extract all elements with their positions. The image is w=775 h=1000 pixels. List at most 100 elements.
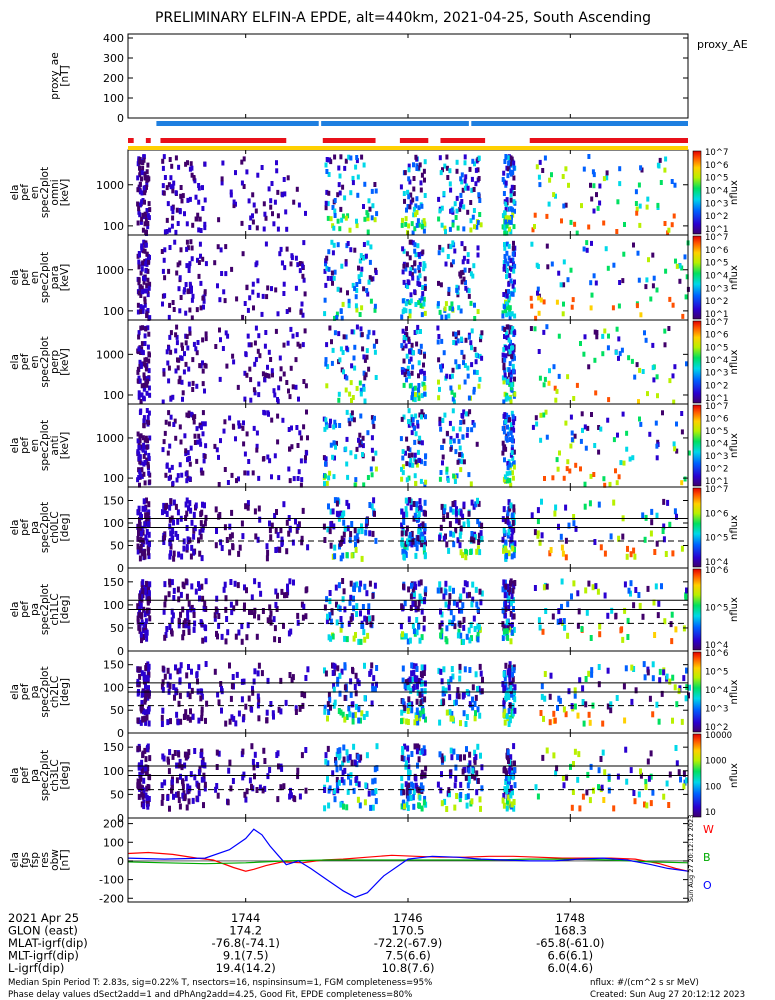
heatmap-cell	[505, 798, 509, 805]
heatmap-cell	[178, 209, 182, 215]
heatmap-cell	[472, 187, 476, 192]
heatmap-cell	[470, 187, 474, 193]
heatmap-cell	[590, 240, 593, 246]
heatmap-cell	[616, 432, 619, 438]
heatmap-cell	[146, 596, 150, 603]
y-axis-label-line: pef	[19, 519, 31, 536]
heatmap-cell	[169, 184, 173, 190]
heatmap-cell	[214, 344, 218, 349]
heatmap-cell	[336, 665, 340, 672]
heatmap-cell	[421, 224, 424, 229]
heatmap-cell	[343, 195, 347, 201]
heatmap-cell	[201, 381, 205, 387]
heatmap-cell	[166, 756, 170, 763]
heatmap-cell	[176, 586, 180, 593]
heatmap-cell	[300, 301, 304, 307]
heatmap-cell	[450, 301, 454, 307]
heatmap-cell	[179, 193, 183, 199]
heatmap-cell	[168, 227, 172, 233]
heatmap-cell	[371, 530, 375, 537]
heatmap-cell	[361, 443, 365, 449]
y-tick-label: 400	[103, 32, 124, 45]
heatmap-cell	[199, 228, 203, 233]
heatmap-cell	[658, 677, 662, 684]
heatmap-cell	[512, 461, 515, 467]
heatmap-cell	[474, 586, 478, 593]
x-info-row-value: 6.6(6.1)	[548, 949, 594, 963]
heatmap-cell	[420, 608, 424, 615]
heatmap-cell	[508, 427, 512, 433]
heatmap-cell	[423, 664, 427, 671]
heatmap-cell	[505, 293, 509, 299]
heatmap-cell	[413, 289, 417, 295]
heatmap-cell	[178, 462, 182, 468]
heatmap-cell	[512, 583, 516, 590]
heatmap-cell	[219, 681, 223, 687]
heatmap-cell	[333, 497, 337, 504]
heatmap-cell	[146, 415, 150, 420]
heatmap-cell	[279, 366, 283, 372]
heatmap-cell	[644, 337, 648, 343]
heatmap-cell	[512, 743, 516, 750]
heatmap-cell	[587, 154, 591, 159]
heatmap-cell	[177, 596, 181, 603]
heatmap-cell	[471, 704, 475, 711]
heatmap-cell	[589, 763, 593, 770]
heatmap-cell	[456, 632, 460, 639]
heatmap-cell	[325, 424, 329, 430]
colorbar-tick-label: 10000	[705, 731, 732, 741]
heatmap-cell	[441, 363, 444, 369]
heatmap-cell	[143, 505, 147, 512]
heatmap-cell	[354, 546, 358, 553]
heatmap-cell	[345, 749, 349, 756]
heatmap-cell	[581, 685, 585, 692]
heatmap-cell	[502, 579, 506, 586]
heatmap-cell	[512, 552, 516, 559]
heatmap-cell	[509, 192, 513, 198]
heatmap-cell	[550, 261, 554, 267]
heatmap-cell	[418, 710, 422, 717]
heatmap-cell	[272, 616, 276, 623]
heatmap-cell	[147, 553, 151, 560]
heatmap-cell	[575, 382, 579, 388]
heatmap-cell	[137, 505, 141, 512]
heatmap-cell	[466, 793, 470, 800]
heatmap-cell	[300, 752, 304, 759]
heatmap-cell	[408, 702, 412, 709]
heatmap-cell	[464, 774, 468, 781]
heatmap-cell	[509, 325, 513, 331]
heatmap-cell	[269, 204, 273, 210]
heatmap-cell	[203, 221, 207, 227]
heatmap-cell	[360, 528, 364, 535]
colorbar-tick-label: 10^3	[705, 369, 728, 379]
heatmap-cell	[147, 685, 150, 692]
heatmap-cell	[336, 192, 340, 198]
heatmap-cell	[144, 379, 148, 385]
heatmap-cell	[140, 473, 144, 479]
heatmap-cell	[468, 267, 472, 273]
heatmap-cell	[246, 307, 250, 313]
heatmap-cell	[324, 200, 328, 206]
heatmap-cell	[473, 774, 477, 781]
heatmap-cell	[459, 510, 463, 517]
heatmap-cell	[364, 372, 368, 378]
heatmap-cell	[296, 476, 300, 481]
heatmap-cell	[145, 607, 149, 614]
heatmap-cell	[423, 276, 427, 282]
heatmap-cell	[469, 340, 473, 346]
heatmap-cell	[144, 460, 148, 466]
colorbar-tick-label: 10^5	[705, 534, 728, 544]
heatmap-cell	[473, 316, 477, 321]
heatmap-cell	[400, 783, 404, 790]
heatmap-cell	[504, 154, 508, 159]
x-info-row-value: 1748	[556, 911, 585, 925]
heatmap-cell	[217, 750, 221, 757]
heatmap-cell	[356, 678, 360, 685]
heatmap-cell	[436, 339, 440, 345]
heatmap-cell	[238, 544, 242, 551]
heatmap-cell	[326, 701, 330, 708]
heatmap-cell	[420, 172, 424, 178]
y-axis-label-line: [keV]	[59, 264, 71, 292]
heatmap-cell	[176, 518, 180, 525]
heatmap-cell	[509, 754, 513, 761]
